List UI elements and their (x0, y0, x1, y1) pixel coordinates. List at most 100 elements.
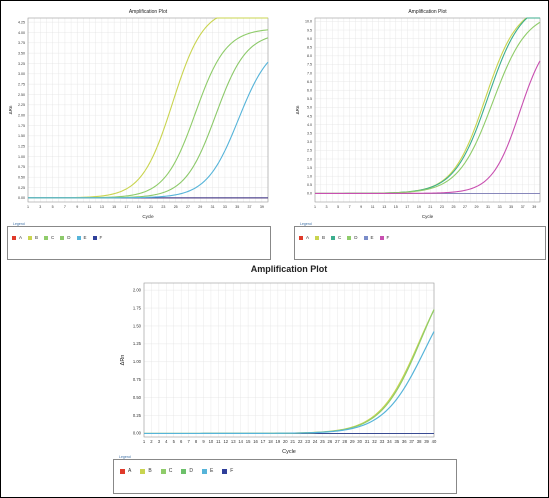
legend-swatch (363, 235, 368, 240)
y-tick-label: 2.0 (307, 157, 312, 161)
legend-title: Legend (118, 455, 132, 459)
x-tick-label: 31 (211, 205, 215, 209)
series-line-e (28, 61, 269, 199)
x-tick-label: 9 (76, 205, 78, 209)
x-tick-label: 13 (382, 205, 386, 209)
y-tick-label: 9.5 (307, 28, 312, 32)
x-tick-label: 33 (223, 205, 227, 209)
x-tick-label: 3 (158, 439, 161, 444)
legend-swatch (140, 468, 146, 474)
y-tick-label: 6.0 (307, 89, 312, 93)
x-tick-label: 19 (137, 205, 141, 209)
legend-top-right: Legend A B C D E F (294, 222, 546, 260)
legend-swatch (222, 468, 228, 474)
legend-item-b: B (140, 468, 152, 474)
y-tick-label: 5.5 (307, 97, 312, 101)
x-tick-label: 30 (357, 439, 362, 444)
x-tick-label: 3 (39, 205, 41, 209)
x-tick-label: 1 (143, 439, 146, 444)
legend-top-left: Legend A B C D E F (7, 222, 271, 260)
series-line-d (28, 37, 269, 199)
legend-label: D (354, 235, 358, 240)
y-tick-label: 0.25 (18, 186, 25, 190)
y-tick-label: 2.25 (18, 103, 25, 107)
y-tick-label: 3.50 (18, 51, 25, 55)
legend-label: A (19, 235, 23, 240)
legend-label: C (168, 468, 173, 474)
x-tick-label: 15 (246, 439, 251, 444)
x-axis-label: Cycle (422, 214, 434, 219)
series-line-b (144, 309, 435, 435)
x-tick-label: 1 (314, 205, 316, 209)
y-tick-label: 0.00 (133, 431, 142, 436)
x-tick-label: 17 (261, 439, 266, 444)
y-tick-label: 2.00 (133, 287, 142, 292)
legend-item-f: F (222, 468, 233, 474)
x-tick-label: 36 (402, 439, 407, 444)
x-tick-label: 16 (253, 439, 258, 444)
legend-swatch (12, 235, 16, 240)
x-tick-label: 21 (149, 205, 153, 209)
legend-swatch (181, 468, 187, 474)
series-line-c (144, 309, 435, 435)
legend-label: B (322, 235, 326, 240)
chart-title: Amplification Plot (408, 9, 447, 15)
y-tick-label: 1.50 (133, 323, 142, 328)
y-tick-label: 0.50 (133, 395, 142, 400)
x-tick-label: 40 (432, 439, 437, 444)
x-tick-label: 7 (64, 205, 66, 209)
x-tick-label: 35 (235, 205, 239, 209)
legend-item-c: C (44, 235, 54, 240)
y-tick-label: 6.5 (307, 80, 312, 84)
legend-title: Legend (12, 222, 26, 226)
y-tick-label: 0.00 (18, 196, 25, 200)
y-tick-label: 1.75 (18, 124, 25, 128)
amplification-plot-bottom: Amplification Plot 1 2 3 4 5 6 7 8 9 10 11 12 13 14 15 1… (99, 259, 459, 495)
legend-swatch (331, 235, 336, 240)
legend-item-a: A (299, 235, 309, 240)
legend-swatch (347, 235, 352, 240)
legend-swatch (160, 468, 166, 474)
x-tick-label: 39 (532, 205, 536, 209)
y-tick-label: 1.25 (133, 341, 142, 346)
x-tick-label: 4 (165, 439, 168, 444)
y-tick-label: 0.25 (133, 413, 142, 418)
legend-item-c: C (331, 235, 341, 240)
y-tick-label: 3.0 (307, 140, 312, 144)
x-tick-label: 23 (161, 205, 165, 209)
legend-swatch (92, 235, 97, 240)
x-tick-label: 35 (509, 205, 513, 209)
grid (143, 283, 435, 437)
y-tick-label: 1.00 (133, 359, 142, 364)
x-tick-label: 13 (100, 205, 104, 209)
legend-item-e: E (76, 235, 87, 240)
x-tick-label: 37 (248, 205, 252, 209)
legend-label: F (99, 235, 103, 240)
y-tick-label: 8.5 (307, 46, 312, 50)
y-tick-label: 4.25 (18, 20, 25, 24)
x-tick-label: 25 (174, 205, 178, 209)
legend-item-e: E (363, 235, 374, 240)
x-tick-label: 9 (202, 439, 205, 444)
series-line-f (315, 60, 541, 194)
y-tick-label: 7.5 (307, 63, 312, 67)
legend-item-d: D (181, 468, 193, 474)
legend-label: C (338, 235, 342, 240)
x-tick-label: 13 (231, 439, 236, 444)
x-tick-label: 7 (349, 205, 351, 209)
x-tick-label: 23 (305, 439, 310, 444)
y-tick-label: 1.25 (18, 144, 25, 148)
x-tick-label: 33 (498, 205, 502, 209)
amplification-plot-top-right: Amplification Plot 1 3 5 7 9 11 13 15 17 19 21 23 25 2… (280, 4, 548, 261)
x-tick-label: 29 (198, 205, 202, 209)
legend-swatch (60, 235, 65, 240)
x-tick-label: 15 (112, 205, 116, 209)
y-tick-label: 0.50 (18, 175, 25, 179)
legend-label: E (370, 235, 374, 240)
x-tick-label: 25 (320, 439, 325, 444)
chart-title: Amplification Plot (129, 9, 168, 15)
x-tick-label: 27 (335, 439, 340, 444)
